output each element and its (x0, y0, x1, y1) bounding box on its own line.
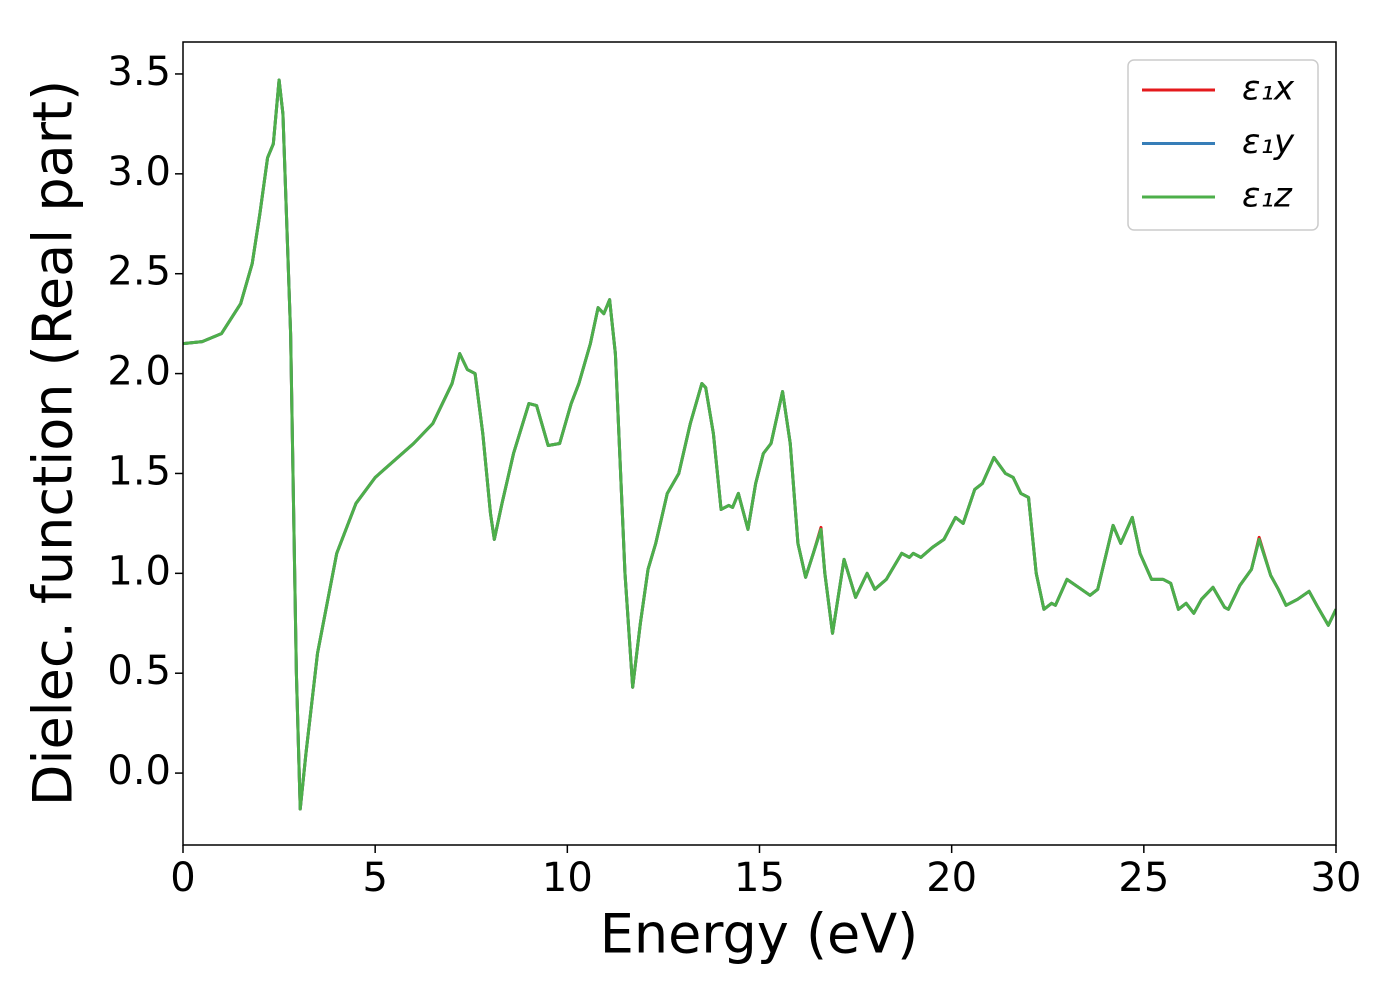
legend-label: ε₁y (1242, 122, 1295, 162)
y-tick-label: 0.5 (107, 648, 171, 694)
x-tick-label: 30 (1311, 855, 1362, 901)
x-tick-label: 15 (734, 855, 785, 901)
legend-label: ε₁z (1242, 176, 1293, 216)
legend-box (1127, 59, 1319, 231)
y-tick-label: 3.5 (107, 49, 171, 95)
y-tick-label: 1.5 (107, 448, 171, 494)
plot-frame (182, 41, 1337, 846)
y-tick-label: 2.0 (107, 349, 171, 395)
x-tick-label: 25 (1118, 855, 1169, 901)
y-tick-label: 0.0 (107, 748, 171, 794)
y-tick-label: 2.5 (107, 249, 171, 295)
x-tick-label: 5 (362, 855, 387, 901)
x-tick-label: 10 (542, 855, 593, 901)
y-tick-label: 3.0 (107, 149, 171, 195)
x-tick-label: 0 (170, 855, 195, 901)
x-tick-label: 20 (926, 855, 977, 901)
legend-label: ε₁x (1242, 69, 1295, 109)
y-tick-label: 1.0 (107, 548, 171, 594)
x-axis-label: Energy (eV) (600, 903, 919, 966)
data-line (183, 78, 1336, 811)
y-axis-label: Dielec. function (Real part) (22, 80, 85, 806)
